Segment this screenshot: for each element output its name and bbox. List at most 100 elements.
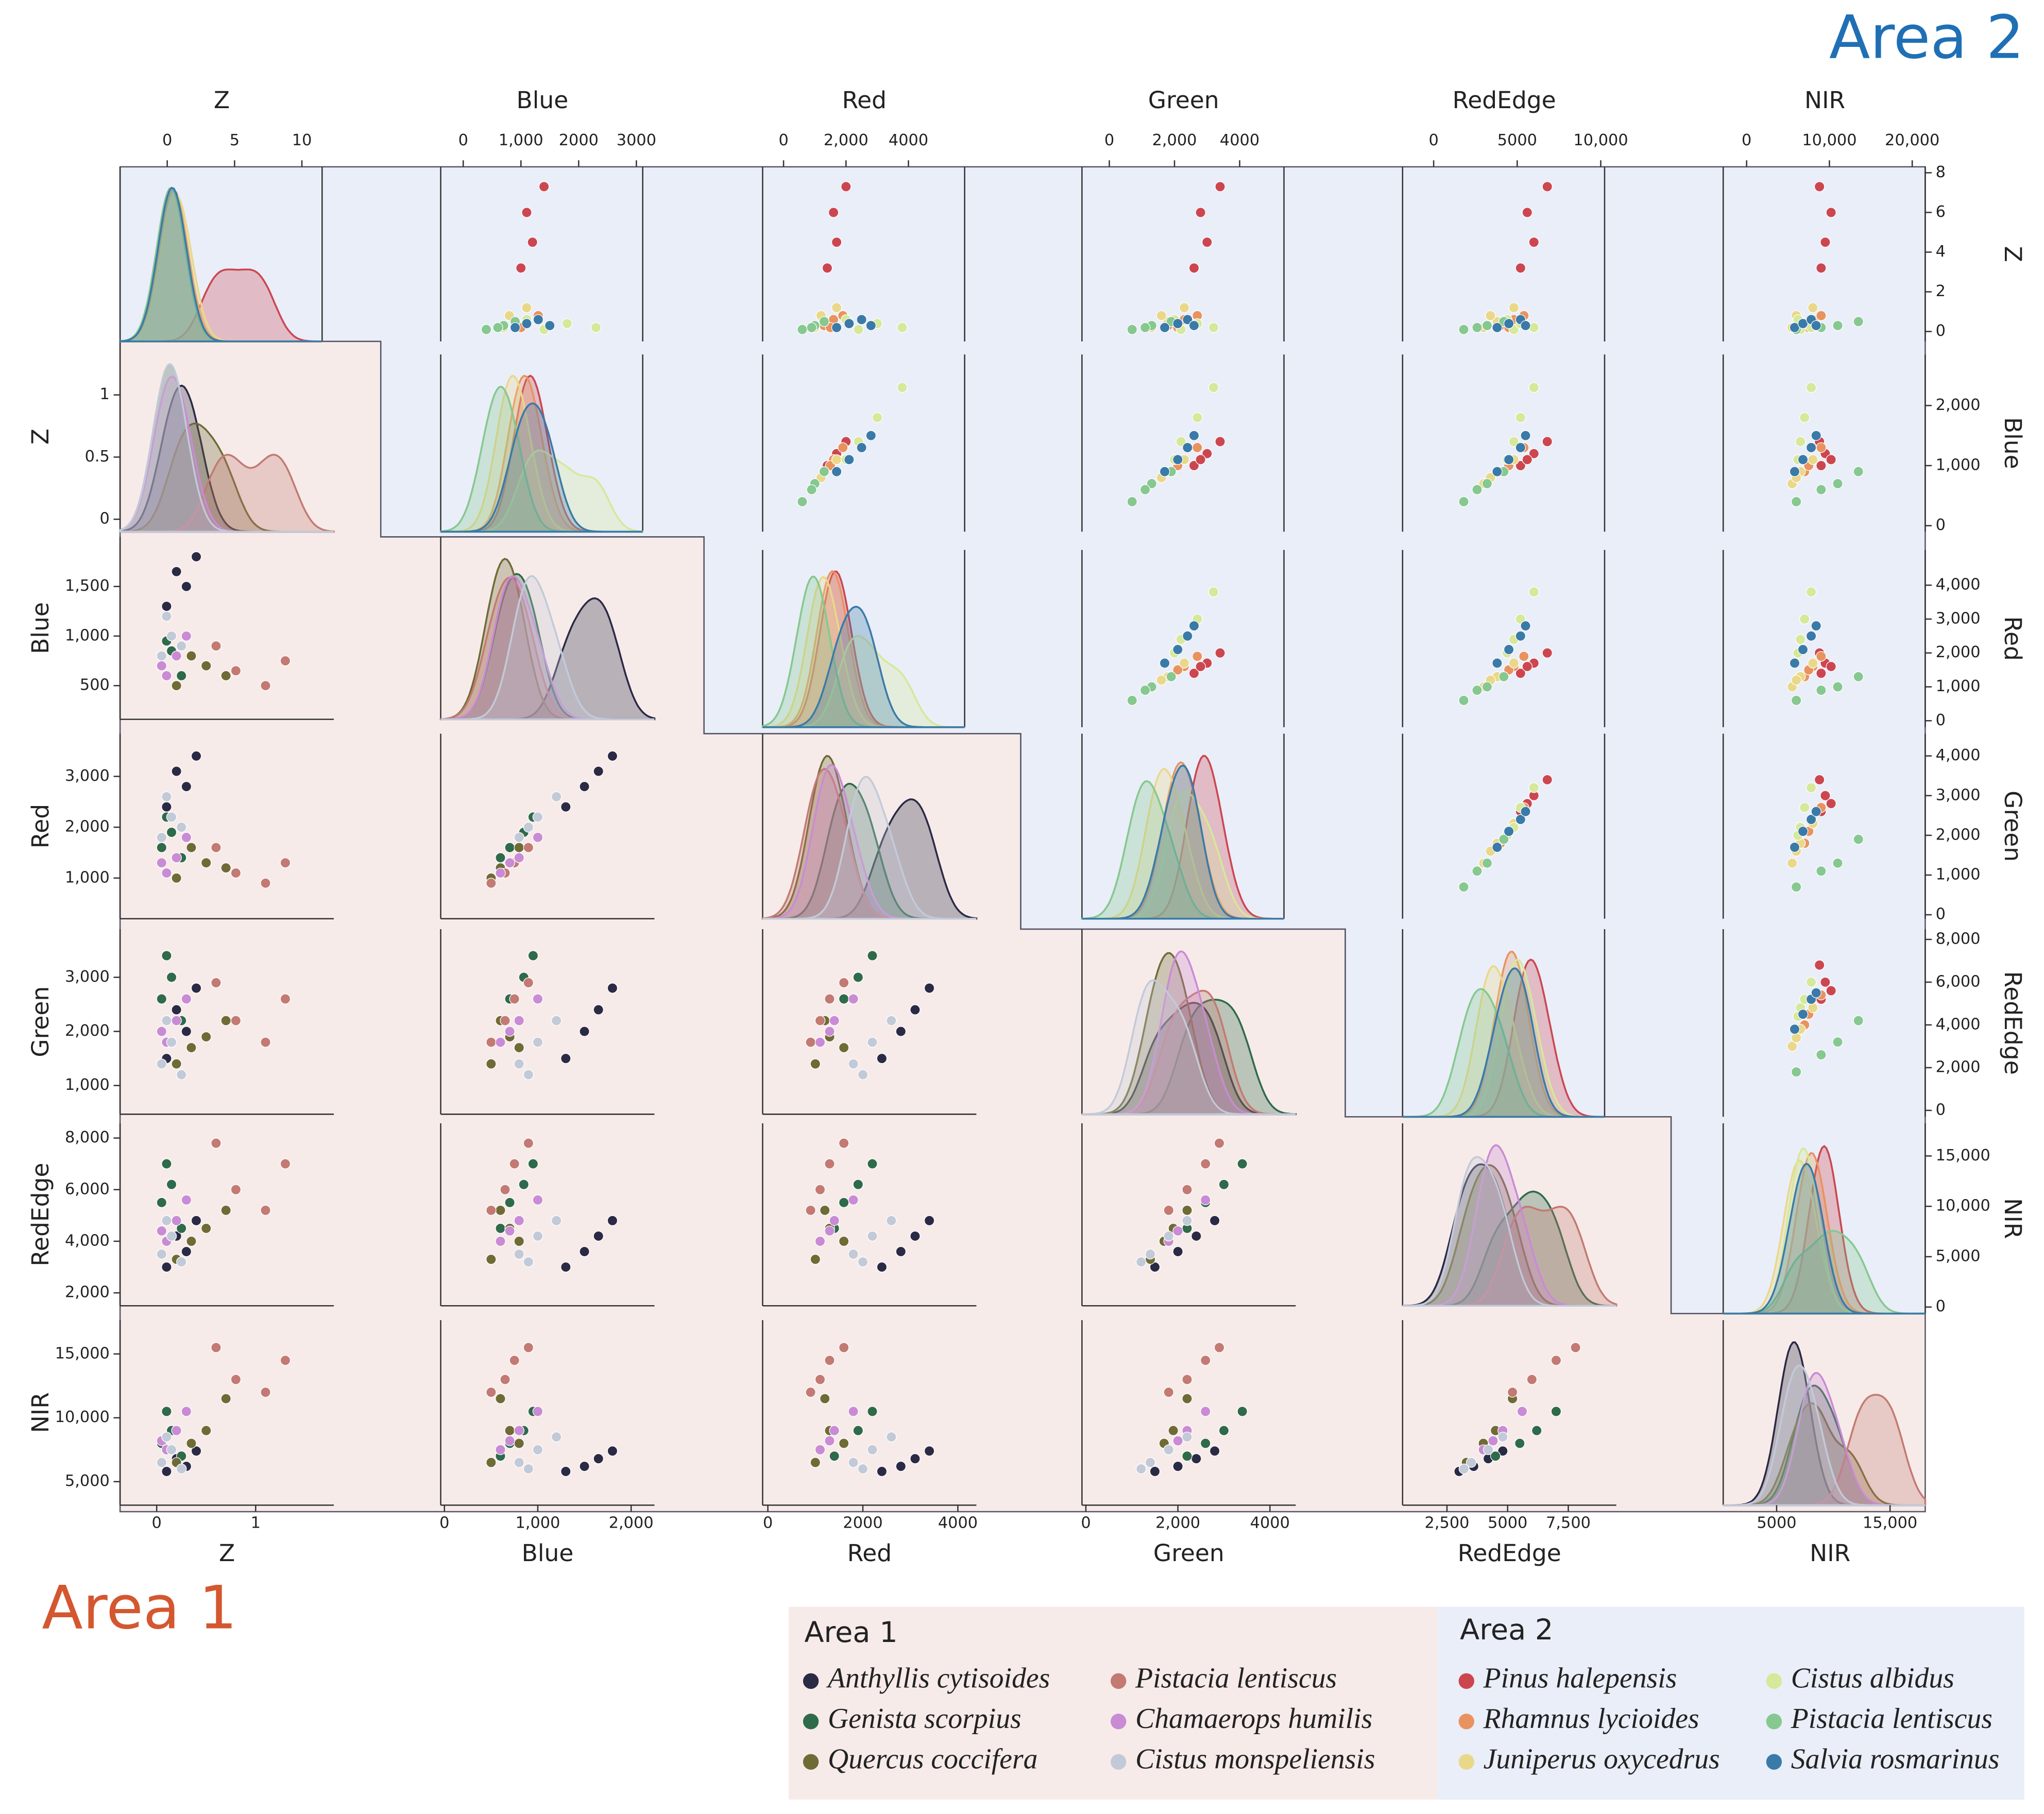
point: [867, 1158, 878, 1169]
point: [1458, 881, 1469, 893]
point: [171, 1425, 182, 1436]
point: [1519, 651, 1529, 662]
point: [1520, 430, 1531, 441]
point: [1786, 1041, 1798, 1052]
point: [532, 994, 543, 1004]
point: [181, 994, 192, 1004]
point: [848, 994, 859, 1004]
point: [1237, 1406, 1248, 1417]
legend-label: Chamaerops humilis: [1135, 1703, 1372, 1735]
point: [865, 430, 877, 441]
point: [1492, 322, 1503, 333]
legend-marker: [1458, 1714, 1474, 1730]
point: [895, 1461, 907, 1472]
point: [171, 1004, 182, 1015]
y-tick-label: 0.5: [85, 448, 110, 466]
point: [1192, 412, 1203, 423]
point: [1458, 695, 1469, 706]
area-1-background: [119, 340, 1926, 1513]
point: [1188, 620, 1200, 631]
point: [544, 320, 555, 331]
density: [1082, 979, 1296, 1116]
x-tick-label: 0: [439, 1514, 449, 1532]
point: [492, 322, 503, 333]
point: [495, 1205, 506, 1216]
point: [838, 1236, 849, 1247]
point: [1172, 1461, 1183, 1472]
point: [1172, 1246, 1183, 1257]
point: [1826, 661, 1836, 672]
point: [593, 766, 604, 777]
point: [838, 1438, 849, 1449]
y-tick-label: 1,500: [65, 577, 110, 595]
point: [1182, 442, 1193, 453]
y-tick-label: 4,000: [1936, 746, 1981, 764]
point: [857, 1463, 868, 1475]
point: [1188, 320, 1200, 331]
x-tick-label: 5000: [1757, 1514, 1796, 1532]
point: [867, 950, 878, 961]
point: [514, 1438, 524, 1449]
point: [1508, 436, 1520, 447]
point: [1551, 1355, 1562, 1366]
y-tick-label: 500: [80, 676, 110, 694]
point: [156, 857, 167, 868]
row-label: Green: [27, 986, 54, 1057]
point: [211, 640, 222, 652]
point: [1139, 322, 1151, 333]
point: [201, 660, 212, 671]
x-tick-label: 2,000: [1155, 1514, 1200, 1532]
y-tick-label: 0: [1936, 905, 1946, 923]
point: [1146, 478, 1157, 489]
x-tick-label: 7,500: [1546, 1514, 1591, 1532]
point: [1182, 314, 1193, 325]
legend-marker: [1766, 1673, 1782, 1689]
y-tick-label: 3,000: [65, 968, 110, 986]
point: [579, 1461, 590, 1472]
point: [1192, 651, 1203, 662]
point: [886, 1015, 897, 1026]
legend-marker: [1766, 1754, 1782, 1770]
point: [220, 1015, 231, 1026]
point: [829, 1450, 840, 1462]
point: [1503, 644, 1514, 655]
legend-label: Rhamnus lycioides: [1483, 1703, 1699, 1735]
point: [1214, 1342, 1225, 1353]
point: [805, 1205, 816, 1216]
point: [176, 1069, 187, 1080]
point: [166, 827, 177, 838]
point: [1192, 442, 1203, 453]
point: [1127, 496, 1138, 507]
point: [1209, 1445, 1220, 1457]
point: [1820, 790, 1831, 801]
point: [1551, 1406, 1562, 1417]
point: [161, 1158, 172, 1169]
y-tick-label: 4,000: [65, 1231, 110, 1250]
point: [1791, 675, 1802, 686]
point: [1172, 644, 1183, 655]
point: [280, 1355, 291, 1366]
point: [1805, 442, 1817, 453]
point: [1503, 826, 1514, 837]
point: [1182, 1374, 1193, 1385]
point: [1528, 237, 1540, 248]
y-tick-label: 0: [1936, 516, 1946, 534]
point: [186, 1042, 197, 1053]
point: [579, 1246, 590, 1257]
point: [1542, 647, 1553, 658]
point: [829, 1215, 840, 1226]
point: [1139, 684, 1151, 696]
point: [527, 237, 538, 248]
point: [1816, 684, 1827, 696]
point: [814, 1037, 826, 1048]
point: [523, 822, 534, 833]
point: [1816, 460, 1827, 471]
y-tick-label: 0: [1936, 1101, 1946, 1119]
point: [848, 1248, 859, 1260]
x-tick-label: 0: [1428, 131, 1438, 149]
point: [1188, 430, 1200, 441]
point: [1805, 382, 1817, 393]
point: [1514, 1438, 1525, 1449]
point: [1853, 834, 1864, 845]
